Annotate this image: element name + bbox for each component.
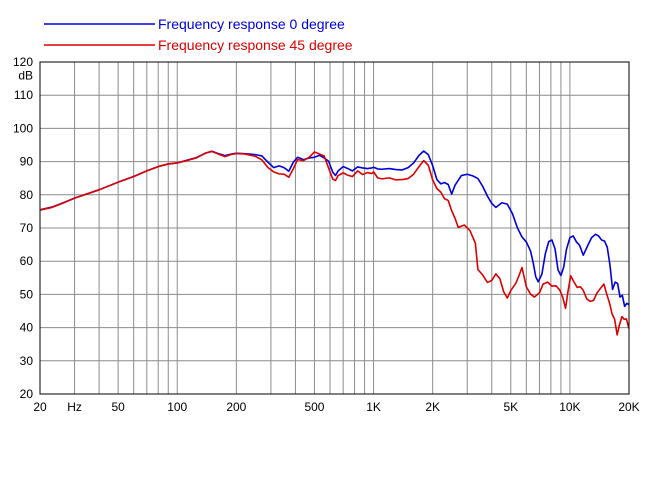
x-tick-label: 5K [503,400,518,414]
y-tick-label: 100 [13,121,33,135]
y-tick-label: 30 [20,354,34,368]
plot-frame [39,61,630,395]
axis-labels: 20 Hz 50 100 200 500 1K 2K 5K 10K 20K 20 30 40 50 60 70 8… [13,55,640,414]
y-tick-label: 50 [20,287,34,301]
x-tick-label: 200 [226,400,246,414]
x-tick-label: 1K [366,400,381,414]
legend-label-1: Frequency response 45 degree [158,37,353,53]
grid-lines [39,61,630,395]
x-tick-label: 2K [425,400,440,414]
x-tick-label: 20K [618,400,639,414]
y-tick-label: 60 [20,254,34,268]
x-tick-label: 100 [167,400,187,414]
y-tick-label: 40 [20,321,34,335]
legend-label-0: Frequency response 0 degree [158,16,345,32]
y-tick-label: 110 [14,88,33,102]
series-lines [39,150,630,336]
legend: Frequency response 0 degree Frequency res… [44,16,353,53]
y-tick-label: 20 [20,387,34,401]
y-tick-label: 120 [13,55,33,69]
y-tick-label: 80 [20,188,34,202]
y-axis-label: dB [18,68,33,82]
x-tick-label: Hz [67,400,82,414]
y-tick-label: 90 [20,155,34,169]
series-line-1 [39,150,630,336]
x-tick-label: 50 [111,400,125,414]
x-tick-label: 10K [559,400,580,414]
x-tick-label: 500 [304,400,324,414]
series-line-0 [39,150,630,308]
y-tick-label: 70 [20,221,34,235]
x-tick-label: 20 [33,400,47,414]
